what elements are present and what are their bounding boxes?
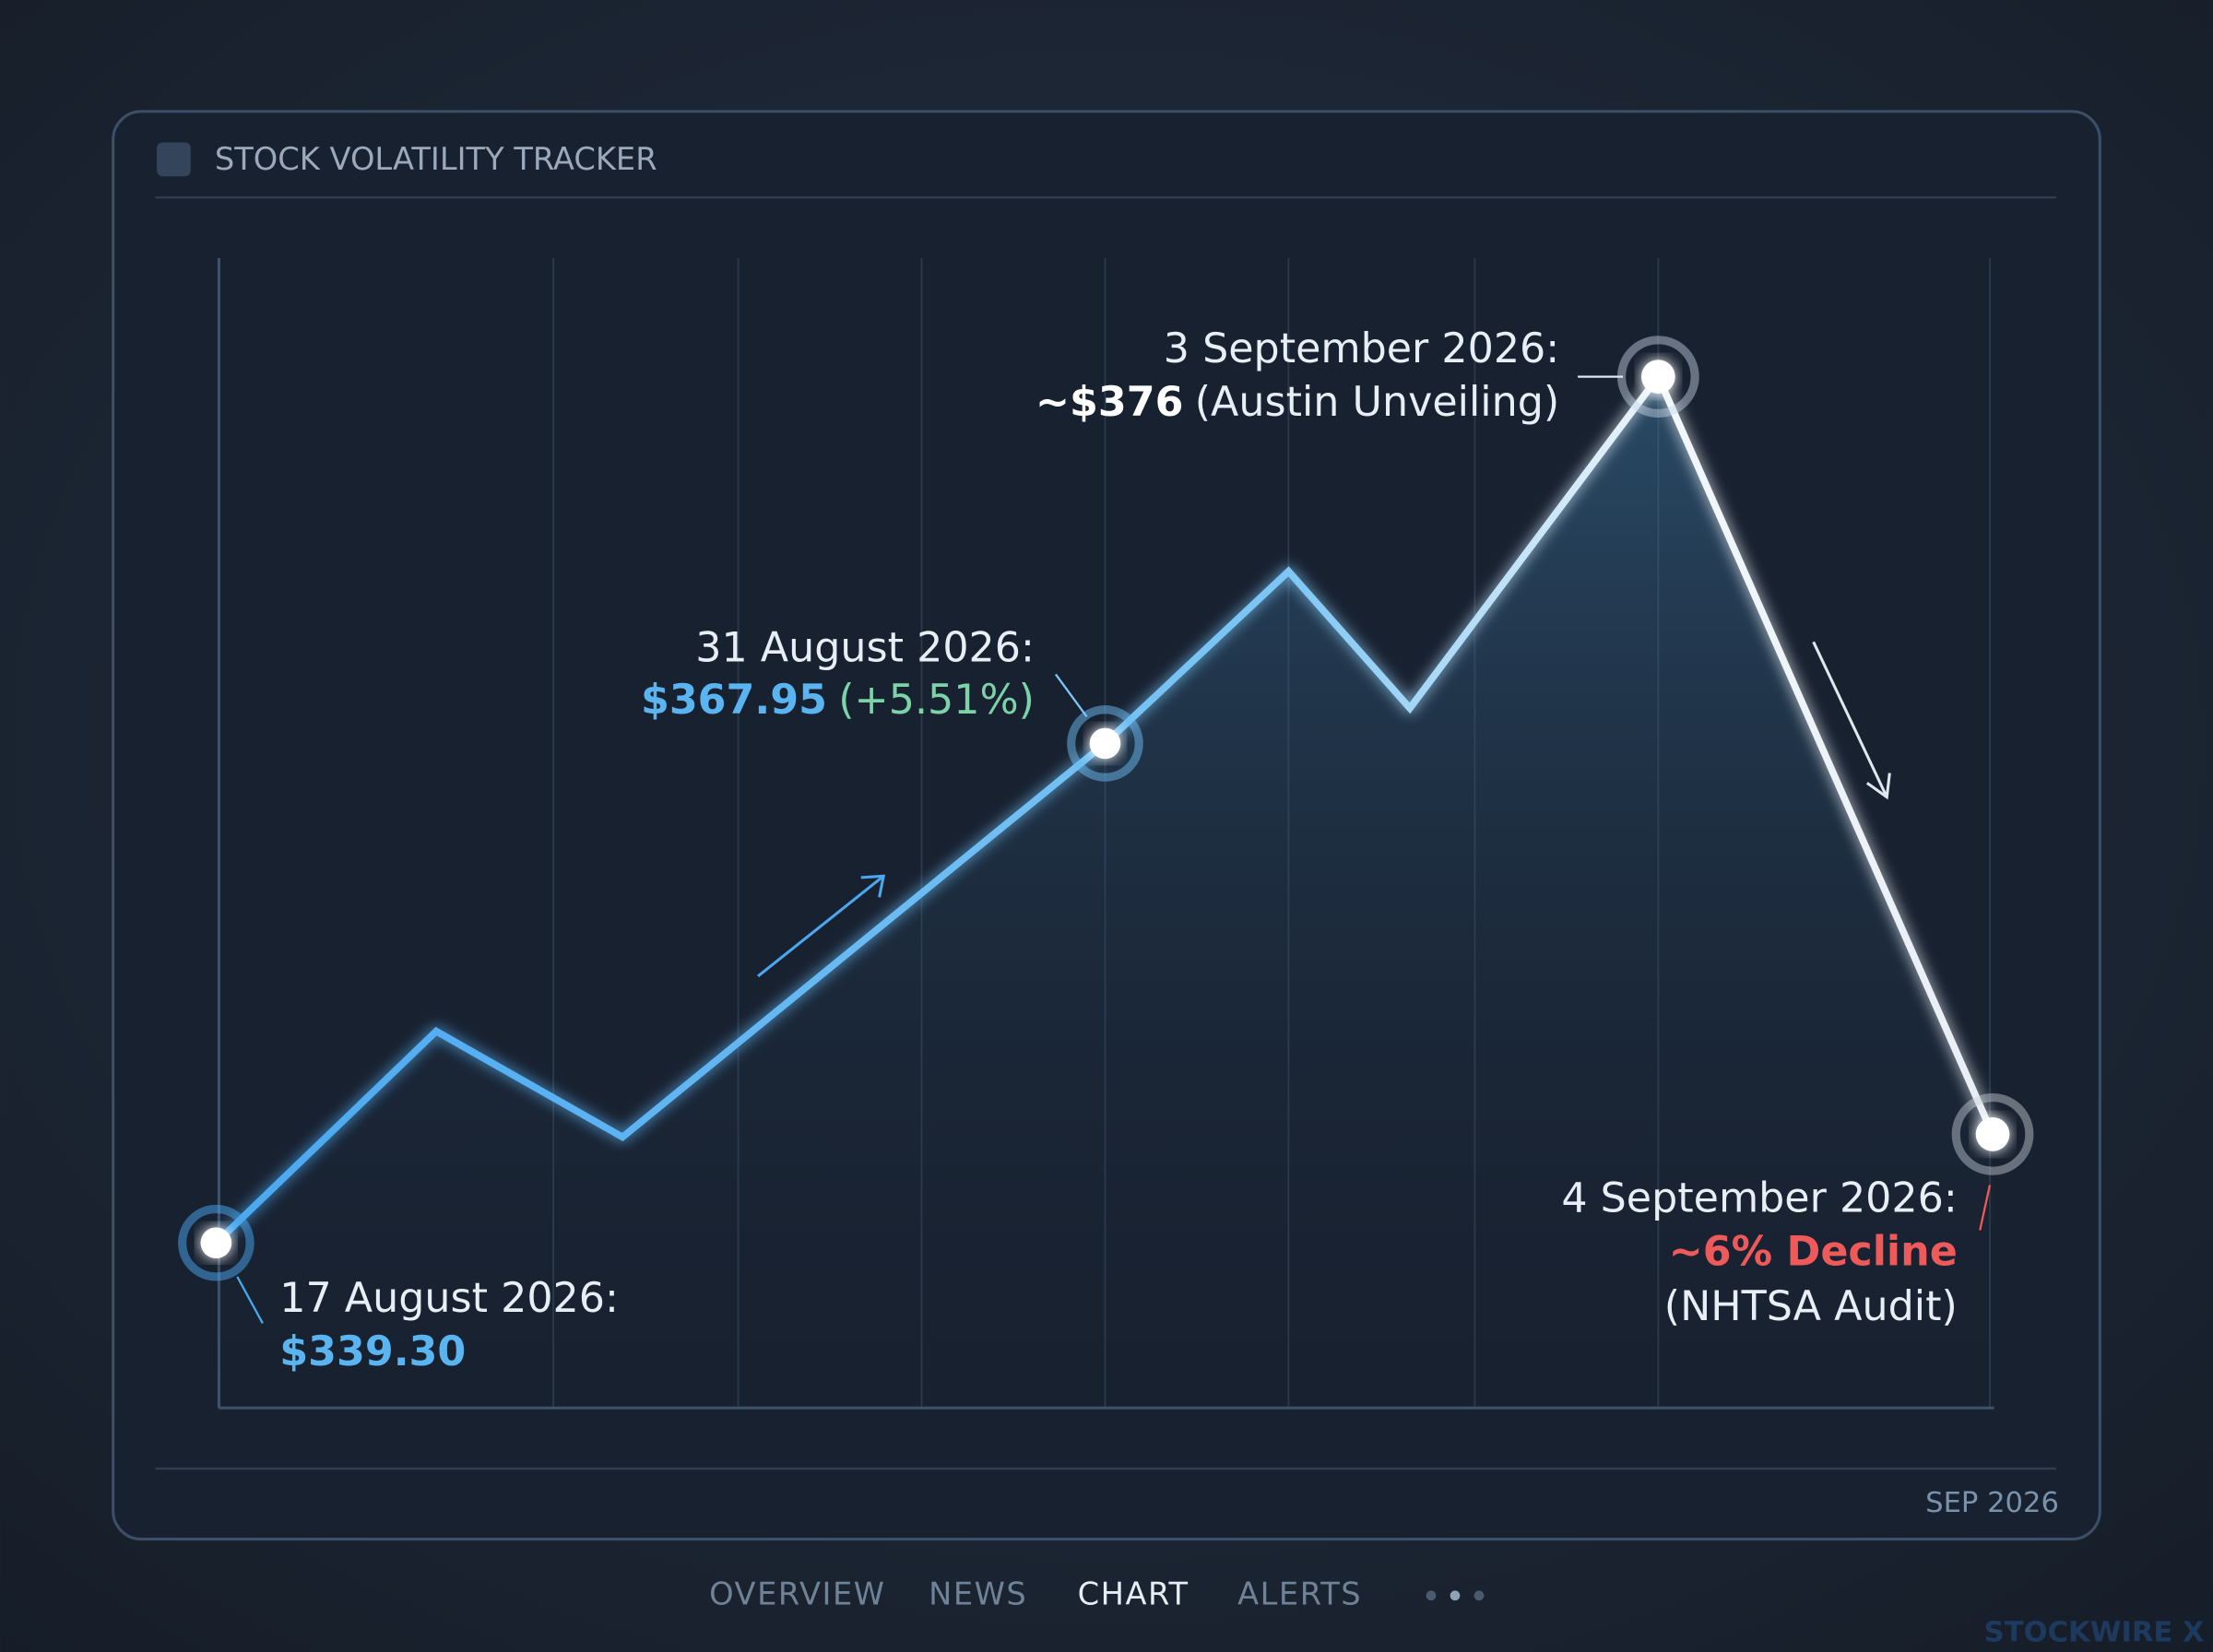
annotation-date: 31 August 2026:: [695, 624, 1035, 671]
annotation-date: 4 September 2026:: [1561, 1174, 1957, 1221]
annotation-price: ~$376: [1035, 379, 1184, 426]
marker-ring: [1951, 1092, 2034, 1175]
annotation-change: ~6% Decline: [1669, 1228, 1958, 1275]
annotation-line: $367.95 (+5.51%): [641, 677, 1035, 724]
tab[interactable]: ALERTS: [1237, 1575, 1362, 1611]
tab-active[interactable]: CHART: [1078, 1575, 1189, 1611]
dot: [1450, 1590, 1461, 1601]
marker-ring: [178, 1204, 254, 1281]
marker: [1089, 727, 1121, 760]
trend-arrow: [757, 875, 885, 978]
window-icon: [157, 142, 191, 177]
marker: [1640, 360, 1675, 394]
trend-arrow-head: [1865, 773, 1891, 800]
marker: [200, 1227, 232, 1259]
annotation-date: 3 September 2026:: [1164, 325, 1559, 372]
more-menu[interactable]: [1426, 1590, 1485, 1601]
annotation-note: (Austin Unveiling): [1195, 379, 1560, 426]
leader-line: [236, 1276, 264, 1324]
marker: [1975, 1117, 2010, 1151]
area-fill: [216, 376, 1994, 1409]
leader-line: [1979, 1185, 1992, 1231]
trend-arrow: [1812, 641, 1888, 798]
tab[interactable]: OVERVIEW: [709, 1575, 885, 1611]
brand: STOCKWIRE X: [1984, 1617, 2205, 1649]
footer-label: SEP 2026: [1925, 1487, 2059, 1519]
annotation-price: $367.95: [641, 677, 827, 724]
trend-arrow-head: [860, 874, 886, 898]
leader-line: [1054, 673, 1088, 718]
dot: [1426, 1590, 1437, 1601]
marker-ring: [1067, 705, 1143, 782]
dot: [1473, 1590, 1485, 1601]
tab[interactable]: NEWS: [929, 1575, 1027, 1611]
annotation-date: 17 August 2026:: [279, 1275, 619, 1322]
annotation-change: (+5.51%): [838, 677, 1035, 724]
annotation-note: (NHTSA Audit): [1664, 1283, 1958, 1330]
annotation-price: $339.30: [279, 1328, 466, 1375]
price-line: [213, 370, 1996, 1245]
window-title: STOCK VOLATILITY TRACKER: [215, 141, 657, 177]
annotation-line: ~$376 (Austin Unveiling): [1035, 379, 1559, 426]
